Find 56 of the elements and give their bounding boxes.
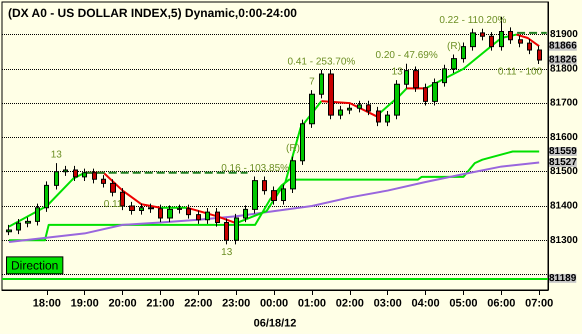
- y-tick-label: 81700: [550, 98, 578, 109]
- y-tick-label: 81300: [550, 234, 578, 246]
- annotation: 0.11 - 100: [498, 66, 543, 78]
- annotation: 13: [392, 66, 404, 78]
- annotation: 81866: [549, 40, 578, 52]
- candlestick: [385, 110, 390, 127]
- candlestick: [319, 69, 324, 99]
- y-tick-label: 81500: [550, 166, 578, 178]
- y-tick-label: 81600: [550, 132, 578, 143]
- x-tick-label: 02:00: [336, 298, 364, 310]
- x-axis-title: 06/18/12: [254, 318, 296, 330]
- candlestick: [338, 105, 343, 120]
- annotation: 13: [221, 246, 233, 258]
- candlestick: [25, 216, 31, 228]
- annotation: 81527: [549, 156, 578, 168]
- candlestick: [527, 38, 532, 55]
- chart-title: (DX A0 - US DOLLAR INDEX,5) Dynamic,0:00-24:00: [8, 6, 298, 20]
- candlestick: [196, 210, 201, 224]
- x-tick-label: 18:00: [32, 298, 61, 310]
- x-tick-label: 03:00: [374, 298, 402, 310]
- annotation: 81826: [549, 54, 578, 66]
- candlestick: [101, 174, 106, 188]
- candlestick: [281, 184, 286, 206]
- annotation: 0.20 - 47.69%: [375, 50, 438, 62]
- candlestick: [537, 45, 542, 65]
- x-tick-label: 21:00: [146, 298, 175, 310]
- y-tick-label: 81900: [550, 29, 578, 40]
- candlestick: [6, 224, 12, 236]
- candlestick: [518, 35, 523, 48]
- candlestick: [376, 106, 381, 127]
- x-tick-label: 04:00: [411, 298, 440, 310]
- candlestick: [262, 176, 267, 196]
- x-tick-label: 19:00: [70, 298, 99, 310]
- x-tick-label: 22:00: [184, 298, 212, 310]
- candlestick: [347, 104, 352, 115]
- y-tick-label: 81400: [550, 200, 578, 212]
- x-tick-label: 00:00: [260, 298, 288, 310]
- x-tick-label: 20:00: [108, 298, 137, 310]
- annotation: 81559: [549, 146, 578, 157]
- x-tick-label: 23:00: [222, 298, 250, 310]
- candlestick: [461, 42, 466, 64]
- x-tick-label: 07:00: [525, 298, 554, 310]
- annotation: (R): [447, 40, 461, 52]
- candlestick: [271, 186, 277, 206]
- y-tick-label: 81800: [550, 63, 578, 74]
- annotation: 7: [309, 76, 316, 88]
- annotation: 13: [50, 150, 62, 161]
- x-tick-label: 05:00: [449, 298, 478, 310]
- candlestick: [205, 208, 210, 224]
- x-tick-label: 06:00: [487, 298, 516, 310]
- annotation: 81189: [549, 272, 577, 284]
- ref-line-label: Direction: [11, 258, 58, 272]
- candlestick: [16, 218, 21, 235]
- x-tick-label: 01:00: [298, 298, 326, 310]
- annotation: 0.41 - 253.70%: [287, 56, 356, 68]
- candlestick: [110, 178, 116, 197]
